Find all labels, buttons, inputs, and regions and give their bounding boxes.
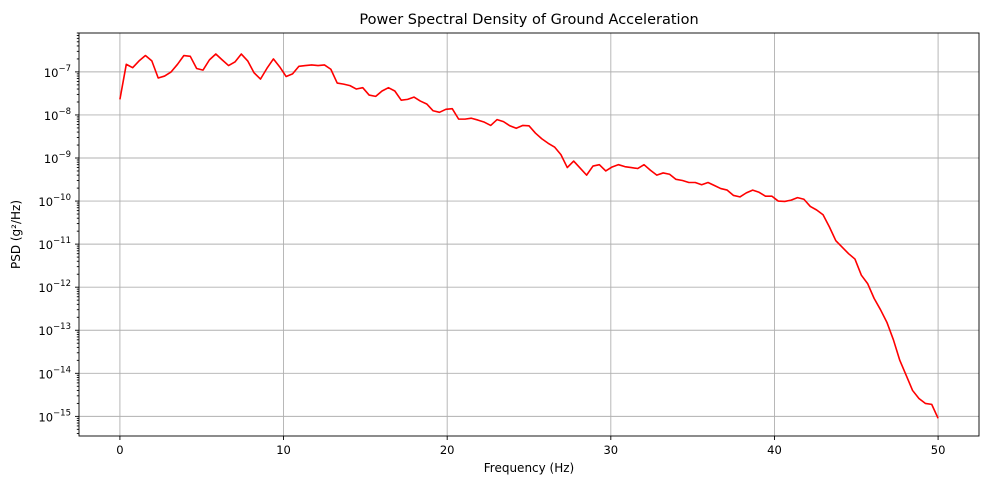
y-tick-label: 10−7: [44, 64, 71, 80]
y-tick-label: 10−10: [38, 193, 71, 209]
y-tick-label: 10−15: [38, 408, 71, 424]
y-tick-label: 10−14: [38, 365, 71, 381]
x-tick-label: 20: [440, 443, 455, 457]
x-axis-label: Frequency (Hz): [484, 461, 575, 475]
x-tick-label: 0: [116, 443, 123, 457]
psd-series-line: [119, 53, 939, 419]
y-tick-label: 10−9: [44, 150, 71, 166]
x-tick-label: 30: [603, 443, 618, 457]
y-tick-label: 10−12: [38, 279, 71, 295]
y-tick-label: 10−11: [38, 236, 71, 252]
plot-frame: [78, 32, 980, 437]
series-layer: [119, 53, 939, 419]
y-tick-label: 10−13: [38, 322, 71, 338]
tick-layer: 0 10 20 30 40 50 10−15 10−14 10−13 10−12 10−11 10−1…: [38, 32, 946, 457]
y-tick-label: 10−8: [44, 107, 71, 123]
x-tick-label: 10: [276, 443, 291, 457]
x-tick-label: 40: [767, 443, 782, 457]
y-axis-label: PSD (g²/Hz): [9, 200, 23, 269]
x-tick-label: 50: [931, 443, 946, 457]
chart-title: Power Spectral Density of Ground Acceler…: [359, 12, 698, 28]
grid-layer: [79, 33, 979, 436]
